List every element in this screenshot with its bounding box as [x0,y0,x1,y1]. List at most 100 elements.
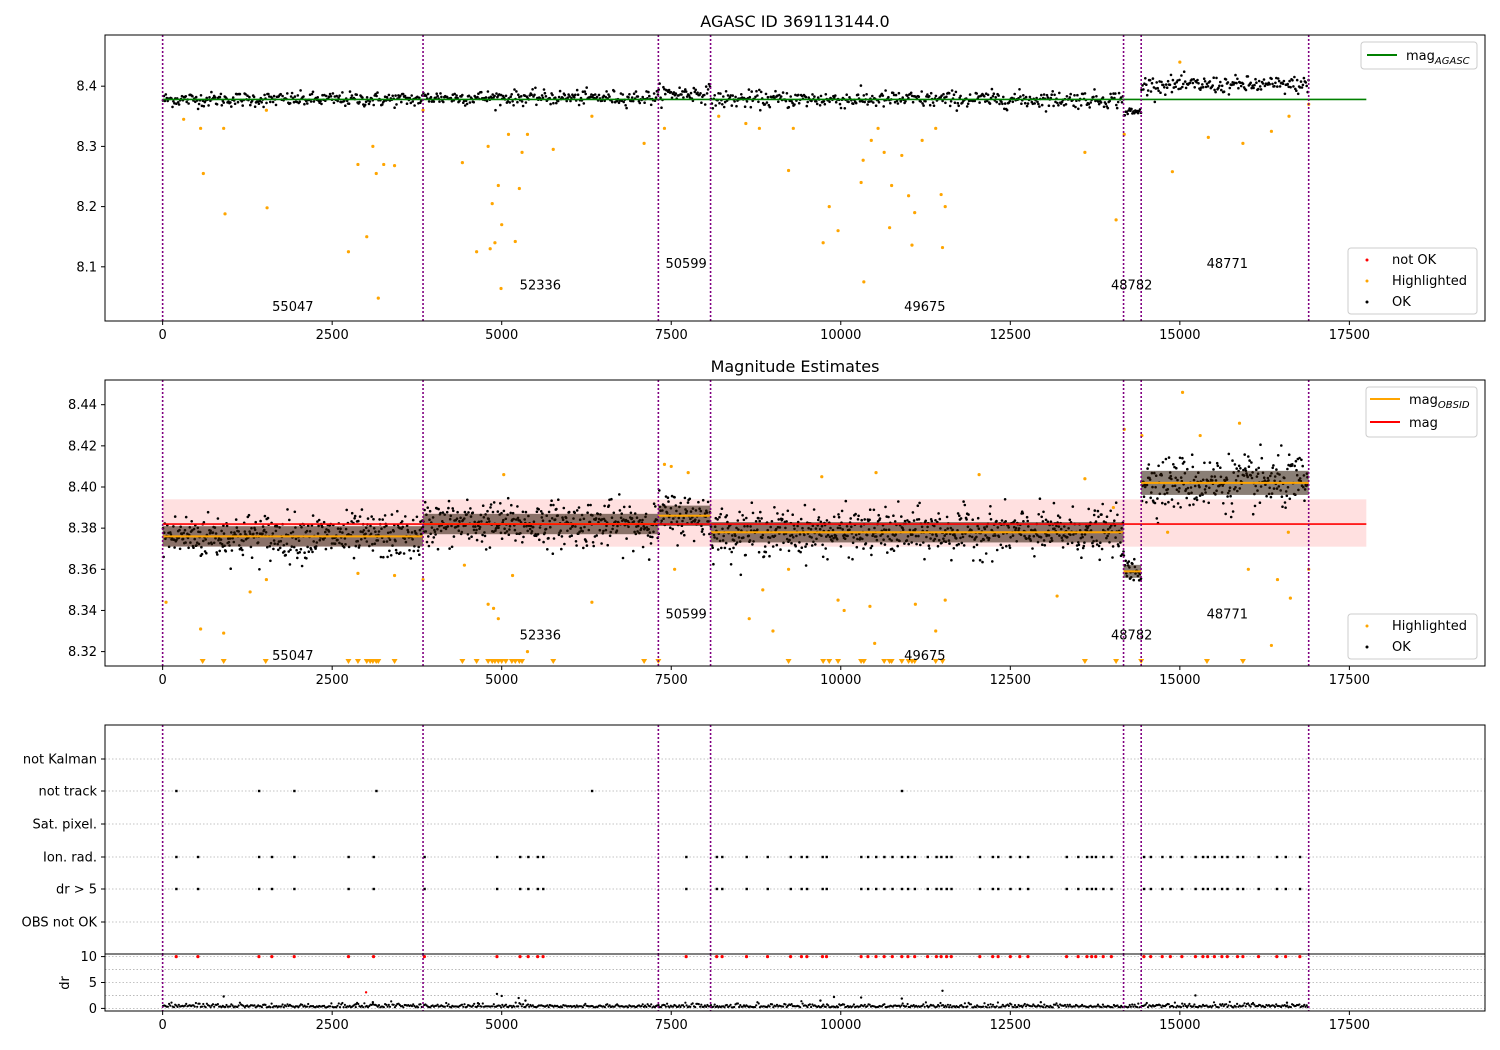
ok-point [1206,85,1210,88]
ok-point [306,102,309,105]
ok-point [401,92,405,96]
flag-marker [950,887,953,891]
dr-point [198,1002,201,1005]
ok-point [1252,86,1255,90]
dr-outlier [1194,994,1197,997]
out-of-range-marker [1081,659,1088,664]
ok-point [768,554,771,558]
dr-clipped-marker [1149,954,1153,959]
ok-point [893,520,897,523]
y-tick-label: 8.36 [68,563,97,578]
dr-clipped-marker [859,954,863,959]
ok-point [1164,93,1167,96]
ok-point [1056,514,1060,517]
flag-marker [536,887,540,891]
ok-point [1087,102,1091,106]
dr-point [509,1004,512,1007]
dr-point [1228,1000,1231,1004]
ok-point [360,508,364,511]
ok-point [241,548,244,552]
ok-point [263,93,266,97]
flag-marker [800,887,803,891]
ok-point [353,514,357,518]
ok-point [608,534,612,538]
ok-point [1136,111,1140,115]
ok-point [603,504,606,508]
out-of-range-marker [519,659,526,664]
ok-point [856,518,860,521]
ok-point [957,542,960,546]
dr-point [1267,1004,1270,1007]
ok-point [1151,77,1155,80]
ok-point [724,541,728,545]
ok-point [826,558,829,561]
ok-point [937,512,940,515]
dr-point [689,1005,692,1009]
y-tick-label: 5 [89,976,97,991]
out-of-range-marker [220,659,227,664]
dr-point [260,1006,263,1009]
ok-point [714,104,717,107]
dr-point [924,1001,928,1004]
flag-marker [527,887,530,891]
ok-point [469,507,472,510]
ok-point [555,101,558,105]
dr-clipped-marker [882,954,886,959]
ok-point [250,556,254,559]
ok-point [1251,512,1255,516]
ok-point [884,505,887,509]
ok-point [878,517,882,520]
flag-marker [883,855,886,859]
ok-point [938,517,942,521]
ok-point [394,94,397,97]
ok-point [367,102,371,106]
ok-point [560,547,563,551]
ok-point [206,510,210,514]
dr-point [923,1005,926,1008]
svg-text:magAGASC: magAGASC [1406,49,1470,67]
ok-point [344,104,347,107]
dr-clipped-marker [996,954,1000,959]
panel1-legend-upper: magAGASC [1360,41,1478,70]
ok-point [804,564,808,567]
ok-point [610,497,613,501]
ok-point [687,94,691,97]
ok-point [731,94,734,97]
ok-point [789,95,792,98]
dr-clipped-marker [371,954,376,959]
flag-marker [1085,855,1089,859]
ok-point [1074,105,1077,109]
ok-point [779,95,783,98]
ok-point [999,543,1003,547]
ok-point [1167,500,1170,504]
ok-point [726,94,730,97]
dr-point [729,1003,732,1006]
flag-marker [1257,887,1260,891]
dr-point [974,1006,978,1009]
dr-point [1303,1003,1306,1007]
dr-point [949,1004,952,1007]
ok-point [1109,92,1112,96]
ok-point [903,519,907,523]
ok-point [591,541,595,544]
dr-point [393,1006,396,1009]
dr-point [520,1005,523,1008]
x-tick-label: 5000 [485,1018,518,1033]
dr-clipped-marker [799,954,804,959]
dr-clipped-marker [934,954,938,959]
ok-point [488,546,492,549]
ok-point [984,92,988,95]
ok-point [438,100,441,103]
dr-point [684,1001,687,1004]
ok-point [1242,468,1245,472]
ok-point [400,100,403,104]
ok-point [202,521,206,524]
dr-point [1100,1006,1103,1009]
ok-point [1076,93,1079,97]
dr-point [1251,1001,1255,1005]
ok-point [764,550,768,554]
dr-point [1298,1003,1301,1006]
ok-point [1201,83,1204,86]
ok-point [711,546,714,549]
